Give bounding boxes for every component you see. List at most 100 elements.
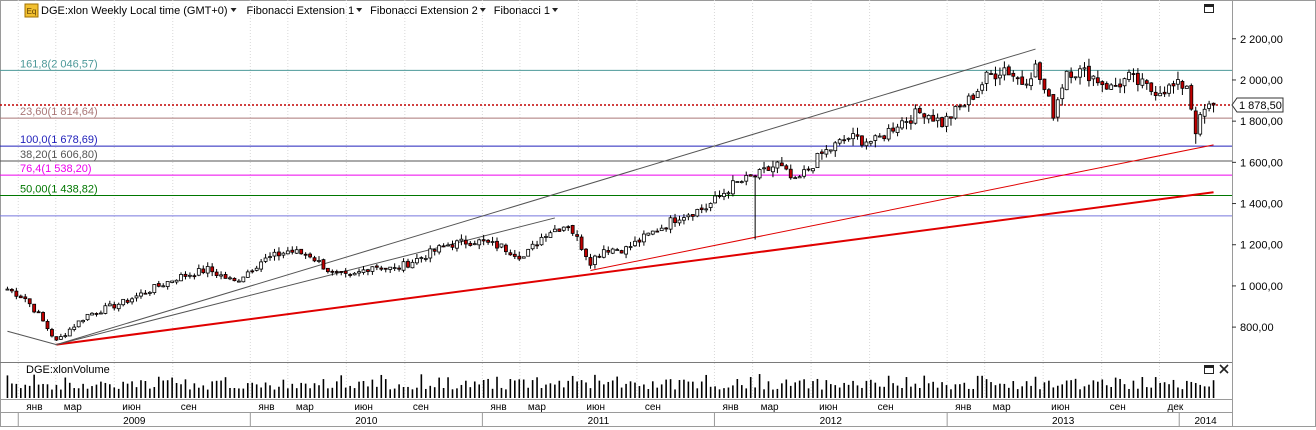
trend-line[interactable]	[56, 217, 555, 346]
price-tick-label: 1 200,00	[1240, 240, 1283, 252]
candle-body	[490, 241, 495, 243]
candle-body	[58, 336, 63, 340]
candle-body	[121, 298, 126, 306]
candle-body	[646, 232, 651, 236]
candle-body	[909, 120, 913, 124]
candle-body	[130, 298, 134, 303]
candle-body	[828, 149, 833, 152]
chevron-down-icon[interactable]	[479, 8, 486, 12]
candle-body	[922, 113, 927, 118]
candle-body	[236, 280, 241, 283]
candle-body	[14, 290, 19, 297]
trend-line[interactable]	[56, 191, 1214, 346]
candle-body	[793, 177, 798, 180]
candle-body	[526, 248, 531, 257]
candle-body	[401, 261, 406, 271]
candle-body	[775, 161, 780, 169]
year-tick-label: 2009	[123, 416, 146, 427]
volume-pane-label: DGE:xlonVolume	[26, 364, 110, 376]
candle-body	[1078, 68, 1082, 78]
candle-body	[561, 226, 566, 231]
candle-body	[690, 214, 695, 217]
candle-body	[228, 277, 232, 280]
candle-body	[677, 219, 682, 224]
candle-body	[601, 249, 606, 258]
candle-body	[886, 127, 891, 140]
candle-body	[67, 328, 72, 337]
candle-body	[339, 271, 344, 273]
candle-body	[1118, 83, 1122, 88]
study-menu[interactable]: Fibonacci Extension 1 Fibonacci Extension…	[247, 5, 559, 17]
candle-body	[410, 261, 415, 269]
candle-body	[655, 230, 660, 233]
trend-line[interactable]	[56, 48, 1036, 346]
candle-body	[27, 298, 32, 305]
candle-body	[455, 240, 459, 249]
candle-body	[486, 239, 491, 243]
candle-body	[125, 299, 130, 303]
close-icon[interactable]	[1219, 364, 1229, 374]
candle-body	[41, 312, 45, 322]
candle-body	[294, 249, 299, 254]
candle-body	[1020, 76, 1025, 85]
candle-body	[1082, 67, 1087, 70]
candle-body	[771, 166, 775, 173]
last-price-tag	[1231, 97, 1284, 113]
month-tick-label: дек	[1168, 402, 1184, 413]
candle-body	[797, 176, 802, 179]
study-label[interactable]: Fibonacci Extension 2	[370, 5, 478, 17]
candle-body	[263, 257, 268, 262]
fib-level-label: 100,0(1 678,69)	[20, 134, 98, 146]
candle-body	[931, 114, 936, 122]
candle-body	[624, 246, 628, 255]
candle-body	[1109, 84, 1114, 90]
candle-body	[739, 181, 744, 183]
candle-body	[1060, 87, 1065, 100]
candle-body	[397, 267, 401, 270]
candle-body	[641, 233, 646, 243]
candle-body	[441, 245, 446, 248]
candle-body	[450, 244, 455, 248]
candle-body	[895, 126, 900, 133]
fib-level-label: 50,00(1 438,82)	[20, 184, 98, 196]
candle-body	[406, 260, 410, 268]
eq-icon[interactable]	[24, 3, 39, 18]
candle-body	[566, 226, 571, 229]
trend-line[interactable]	[590, 144, 1214, 271]
candle-body	[926, 115, 931, 120]
fib-level-label: 38,20(1 606,80)	[20, 149, 98, 161]
chevron-down-icon[interactable]	[552, 8, 559, 12]
trend-line[interactable]	[7, 330, 57, 346]
candle-body	[664, 227, 669, 230]
study-label[interactable]: Fibonacci Extension 1	[247, 5, 355, 17]
plot-frame	[0, 0, 1233, 427]
candle-body	[575, 234, 580, 237]
candle-body	[833, 142, 838, 152]
candle-body	[170, 280, 175, 283]
price-tick-label: 2 000,00	[1240, 75, 1283, 87]
candle-body	[103, 305, 108, 314]
candle-body	[989, 73, 993, 75]
maximize-icon[interactable]	[1204, 4, 1214, 13]
candle-body	[357, 271, 361, 274]
candle-body	[993, 73, 998, 80]
symbol-title[interactable]: DGE:xlon Weekly Local time (GMT+0)	[41, 5, 228, 17]
candle-body	[744, 175, 749, 182]
candle-body	[637, 239, 642, 243]
candle-body	[1091, 75, 1096, 80]
study-label[interactable]: Fibonacci 1	[494, 5, 550, 17]
chevron-down-icon[interactable]	[356, 8, 363, 12]
candle-body	[1144, 80, 1149, 84]
candle-body	[45, 320, 50, 330]
candle-body	[1087, 65, 1091, 82]
candle-body	[1051, 94, 1056, 119]
candle-body	[477, 239, 482, 246]
chevron-down-icon[interactable]	[230, 8, 237, 12]
candle-body	[468, 242, 473, 246]
volume-maximize-icon[interactable]	[1204, 365, 1214, 374]
candle-body	[682, 217, 686, 221]
candle-body	[415, 258, 419, 264]
month-tick-label: сен	[413, 402, 429, 413]
candle-body	[722, 192, 726, 198]
candle-body	[134, 295, 139, 299]
